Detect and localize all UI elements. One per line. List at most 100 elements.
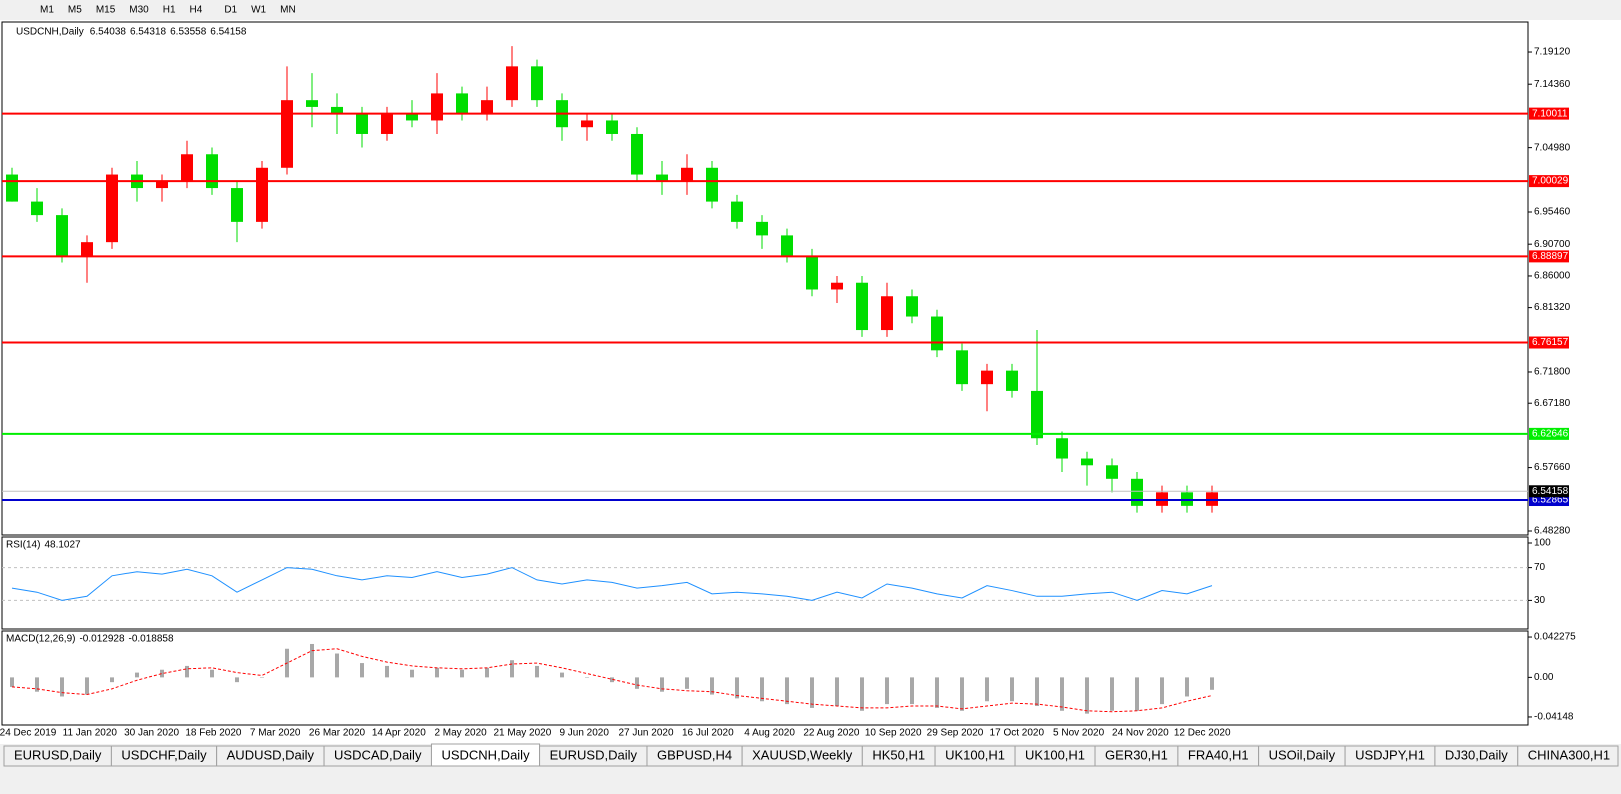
macd-bar	[1010, 677, 1014, 702]
level-label-box	[1529, 107, 1569, 120]
macd-bar	[1110, 677, 1114, 711]
tab-label[interactable]: USDCNH,Daily	[441, 747, 530, 762]
timeframe-button[interactable]: H4	[190, 5, 203, 16]
price-label: 6.81320	[1534, 302, 1571, 313]
tab-label[interactable]: FRA40,H1	[1188, 747, 1249, 762]
ohlc-value: 6.54158	[210, 27, 247, 38]
level-label-box	[1529, 427, 1569, 440]
macd-bar	[360, 663, 364, 678]
tab-label[interactable]: USOil,Daily	[1269, 747, 1336, 762]
tab-label[interactable]: EURUSD,Daily	[14, 747, 102, 762]
candle-body	[681, 167, 693, 182]
date-label: 5 Nov 2020	[1053, 728, 1105, 739]
tab-label[interactable]: CHINA300,H1	[1528, 747, 1610, 762]
level-label: 7.10011	[1532, 108, 1568, 119]
macd-bar	[210, 669, 214, 678]
price-panel	[1, 21, 1529, 536]
candle-body	[56, 215, 68, 256]
tab-label[interactable]: XAUUSD,Weekly	[752, 747, 853, 762]
macd-header: -0.012928	[79, 634, 124, 645]
candle-body	[1106, 465, 1118, 479]
macd-signal-line	[11, 648, 1213, 713]
level-label: 6.88897	[1532, 251, 1569, 262]
date-label: 9 Jun 2020	[559, 728, 609, 739]
candle-body	[981, 370, 993, 385]
macd-bar	[1085, 677, 1089, 714]
tab-label[interactable]: AUDUSD,Daily	[227, 747, 315, 762]
rsi-header: RSI(14)	[6, 540, 40, 551]
date-label: 21 May 2020	[493, 728, 551, 739]
date-label: 2 May 2020	[434, 728, 487, 739]
candle-body	[481, 100, 493, 114]
candle-body	[606, 120, 618, 134]
candle-body	[181, 154, 193, 182]
level-label: 7.00029	[1532, 176, 1569, 187]
macd-bar	[1210, 677, 1214, 690]
tab-label[interactable]: UK100,H1	[1025, 747, 1085, 762]
candle-body	[356, 113, 368, 134]
tab-label[interactable]: HK50,H1	[872, 747, 925, 762]
candle-body	[706, 167, 718, 202]
level-label: 6.76157	[1532, 337, 1569, 348]
macd-bar	[110, 677, 114, 683]
tab-label[interactable]: GER30,H1	[1105, 747, 1168, 762]
candle-body	[1131, 478, 1143, 506]
date-label: 10 Sep 2020	[865, 728, 922, 739]
tab-label[interactable]: GBPUSD,H4	[657, 747, 732, 762]
candle-body	[906, 296, 918, 317]
tab-label[interactable]: EURUSD,Daily	[550, 747, 638, 762]
chart-header: USDCNH,Daily	[16, 27, 84, 38]
timeframe-button[interactable]: M15	[96, 5, 116, 16]
timeframe-button[interactable]: M5	[68, 5, 82, 16]
macd-bar	[310, 643, 314, 678]
macd-bar	[760, 677, 764, 702]
macd-bar	[435, 667, 439, 678]
candle-body	[231, 188, 243, 222]
timeframe-button[interactable]: MN	[280, 5, 296, 16]
date-label: 27 Jun 2020	[618, 728, 673, 739]
candle-body	[881, 296, 893, 331]
price-label: 7.04980	[1534, 142, 1571, 153]
current-price-box	[1529, 485, 1569, 498]
rsi-tick-label: 70	[1534, 562, 1546, 573]
timeframe-button[interactable]: M1	[40, 5, 54, 16]
tab-label[interactable]: DJ30,Daily	[1445, 747, 1508, 762]
price-label: 6.86000	[1534, 271, 1571, 282]
tab-label[interactable]: UK100,H1	[945, 747, 1005, 762]
timeframe-button[interactable]: W1	[251, 5, 266, 16]
macd-bar	[985, 677, 989, 702]
tab-label[interactable]: USDJPY,H1	[1355, 747, 1425, 762]
date-label: 12 Dec 2020	[1174, 728, 1231, 739]
candle-body	[731, 201, 743, 222]
rsi-panel	[1, 536, 1529, 630]
price-label: 6.48280	[1534, 526, 1571, 537]
candle-body	[81, 242, 93, 256]
timeframe-button[interactable]: H1	[163, 5, 176, 16]
timeframe-button[interactable]: M30	[129, 5, 149, 16]
candle-body	[256, 167, 268, 222]
timeframe-button[interactable]: D1	[224, 5, 237, 16]
macd-tick-label: 0.00	[1534, 672, 1554, 683]
macd-bar	[835, 677, 839, 707]
macd-bar	[485, 667, 489, 678]
macd-bar	[160, 669, 164, 678]
ohlc-value: 6.53558	[170, 27, 207, 38]
level-label: 6.62646	[1532, 429, 1569, 440]
price-label: 6.95460	[1534, 207, 1571, 218]
candle-body	[781, 235, 793, 256]
macd-bar	[860, 677, 864, 711]
candle-body	[581, 120, 593, 128]
candle-body	[1031, 390, 1043, 439]
tab-label[interactable]: USDCAD,Daily	[334, 747, 422, 762]
ohlc-value: 6.54318	[130, 27, 167, 38]
candle-body	[531, 66, 543, 101]
tab[interactable]	[1517, 745, 1619, 767]
macd-bar	[1060, 677, 1064, 711]
macd-bar	[560, 672, 564, 678]
candle-body	[106, 174, 118, 243]
macd-bar	[460, 669, 464, 678]
macd-bar	[135, 672, 139, 678]
tab-label[interactable]: USDCHF,Daily	[121, 747, 207, 762]
macd-bar	[535, 665, 539, 678]
